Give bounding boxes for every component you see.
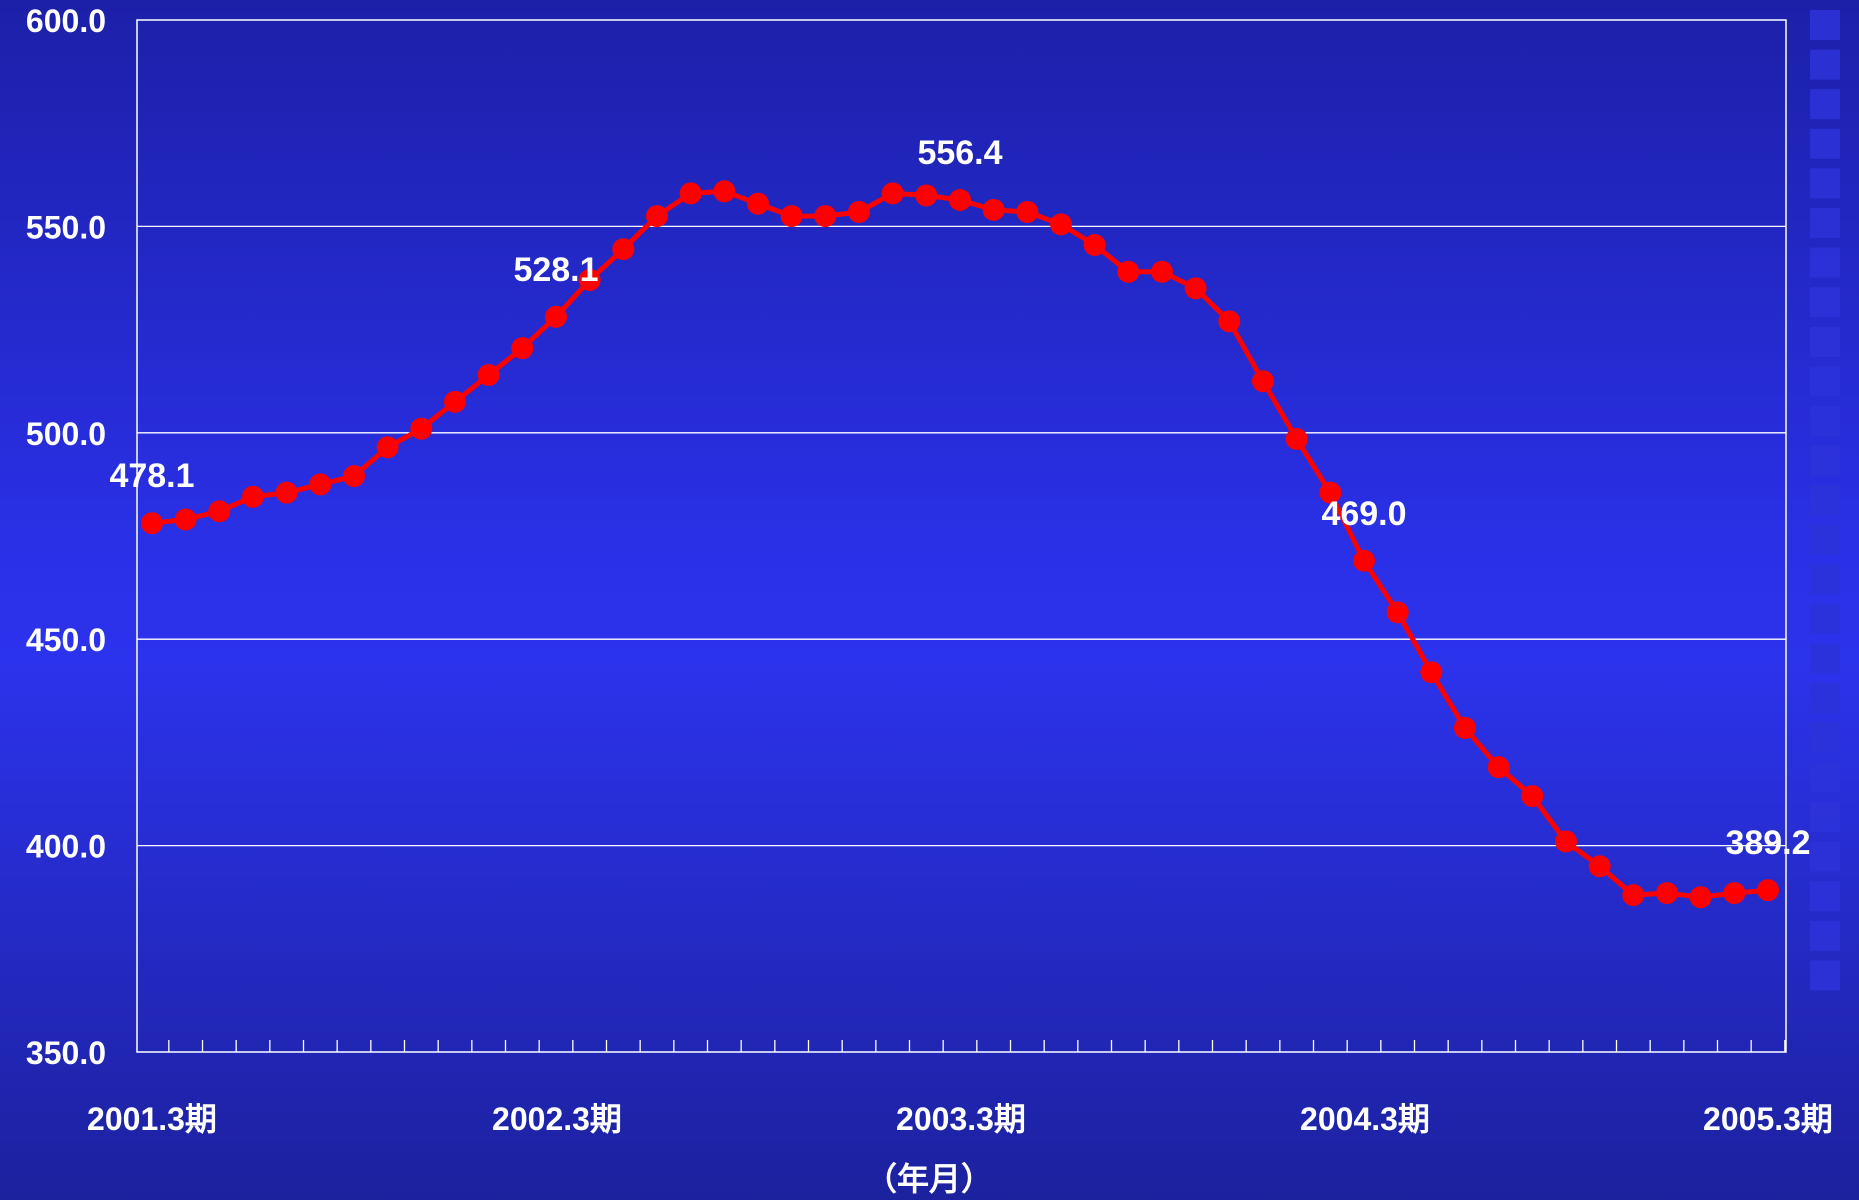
data-label: 389.2 [1725,824,1810,862]
y-tick-label: 600.0 [26,3,106,39]
side-square [1810,762,1840,793]
data-point [343,465,365,488]
data-point [1050,213,1072,236]
side-square [1810,485,1840,516]
side-square [1810,604,1840,634]
side-square [1810,920,1840,951]
side-square [1810,643,1840,674]
data-point [275,481,298,504]
data-point [410,417,433,440]
data-point [1285,427,1308,450]
data-point [1151,260,1173,283]
side-square [1810,564,1840,595]
data-point [1757,879,1779,902]
data-point [1521,785,1544,808]
side-square [1810,406,1840,436]
data-label: 478.1 [109,457,194,495]
data-point [1319,481,1342,504]
data-point [612,238,635,261]
data-label: 469.0 [1321,495,1406,533]
data-point [1386,601,1409,624]
series [141,180,1779,909]
side-square [1810,49,1840,80]
data-point [915,184,938,207]
data-point [1555,830,1577,853]
data-point [208,500,231,523]
data-point [780,205,803,228]
y-tick-label: 450.0 [26,622,106,658]
data-point [982,198,1005,221]
plot-area-frame [136,19,1787,1053]
data-point [1487,756,1510,779]
data-point [477,364,500,387]
data-point [1656,882,1678,905]
side-square [1810,881,1840,912]
data-point [1420,661,1443,684]
x-axis-title: （年月） [865,1161,993,1197]
data-point [713,180,736,203]
data-point [309,473,332,496]
side-square [1810,89,1840,120]
data-label: 528.1 [513,251,598,289]
data-point [814,205,837,228]
x-tick-label: 2002.3期 [492,1101,622,1137]
data-point [545,305,567,328]
data-point [949,188,971,211]
side-square [1810,128,1840,159]
data-point [1454,716,1476,739]
side-square [1810,247,1840,278]
x-axis: 2001.3期 2002.3期 2003.3期 2004.3期 2005.3期 [87,1040,1833,1137]
data-point [578,269,601,292]
data-point [141,512,163,535]
data-label: 556.4 [917,134,1002,172]
data-point [1689,886,1712,909]
gridlines [137,225,1786,847]
data-point [376,436,399,459]
decorative-side-strip [1810,10,1840,991]
data-point [1218,310,1241,333]
data-point [646,205,668,228]
data-point [1622,884,1645,907]
side-square [1810,802,1840,832]
data-point [174,508,197,531]
side-square [1810,841,1840,872]
side-square [1810,722,1840,753]
data-point [1117,260,1140,283]
y-axis: 350.0 400.0 450.0 500.0 550.0 600.0 [26,3,106,1071]
x-tick-label: 2005.3期 [1703,1101,1833,1137]
x-tick-label: 2004.3期 [1300,1101,1430,1137]
data-point [1588,855,1611,878]
y-tick-label: 400.0 [26,829,106,865]
data-point [1723,882,1746,905]
data-point [747,192,769,215]
side-square [1810,208,1840,238]
data-labels: 478.1 528.1 556.4 469.0 389.2 [109,134,1810,862]
data-point [1252,370,1274,393]
data-point [511,337,534,360]
side-square [1810,168,1840,199]
side-square [1810,445,1840,476]
data-point [881,182,904,205]
data-point [1184,277,1207,300]
data-point [242,485,264,508]
data-point [444,390,466,413]
side-square [1810,524,1840,555]
side-square [1810,326,1840,357]
data-point [848,200,870,223]
side-square [1810,960,1840,991]
side-square [1810,287,1840,318]
data-point [1016,200,1039,223]
data-point [679,182,702,205]
side-square [1810,683,1840,714]
y-tick-label: 350.0 [26,1035,106,1071]
side-square [1810,10,1840,40]
data-point [1083,233,1106,256]
y-tick-label: 550.0 [26,209,106,245]
x-tick-label: 2001.3期 [87,1101,217,1137]
x-tick-label: 2003.3期 [896,1101,1026,1137]
side-square [1810,366,1840,397]
data-point [1353,549,1375,572]
y-tick-label: 500.0 [26,416,106,452]
